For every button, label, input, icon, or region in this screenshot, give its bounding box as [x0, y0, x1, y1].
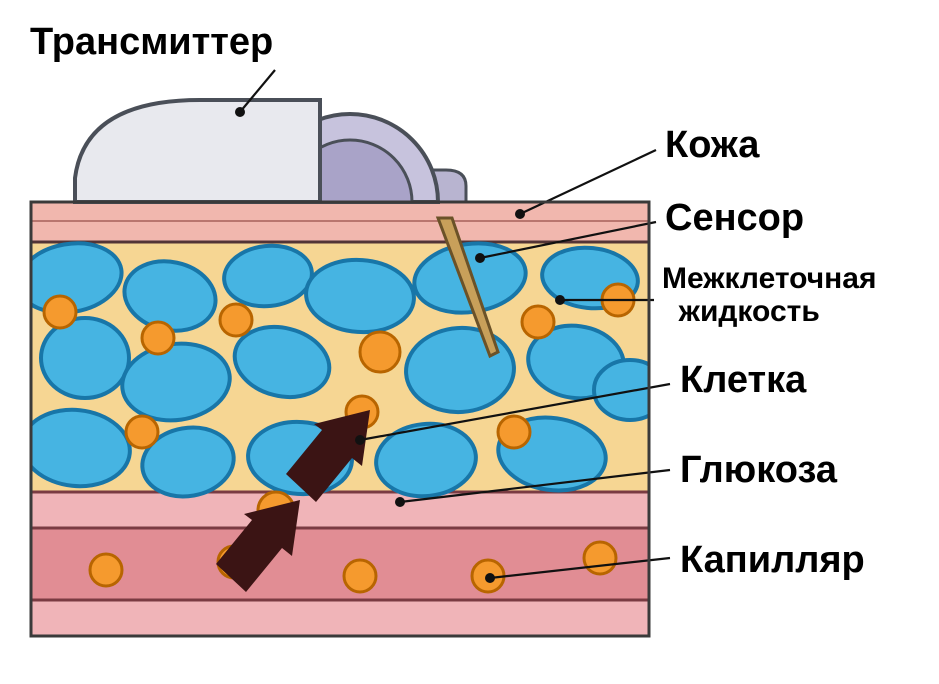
label-interstitial: Межклеточная жидкость [662, 262, 876, 328]
label-transmitter: Трансмиттер [30, 22, 273, 64]
label-skin: Кожа [665, 125, 759, 167]
label-cell: Клетка [680, 360, 806, 402]
label-glucose: Глюкоза [680, 450, 837, 492]
label-sensor: Сенсор [665, 198, 804, 240]
label-capillary: Капилляр [680, 540, 865, 582]
diagram-stage: Трансмиттер Кожа Сенсор Межклеточная жид… [0, 0, 939, 684]
